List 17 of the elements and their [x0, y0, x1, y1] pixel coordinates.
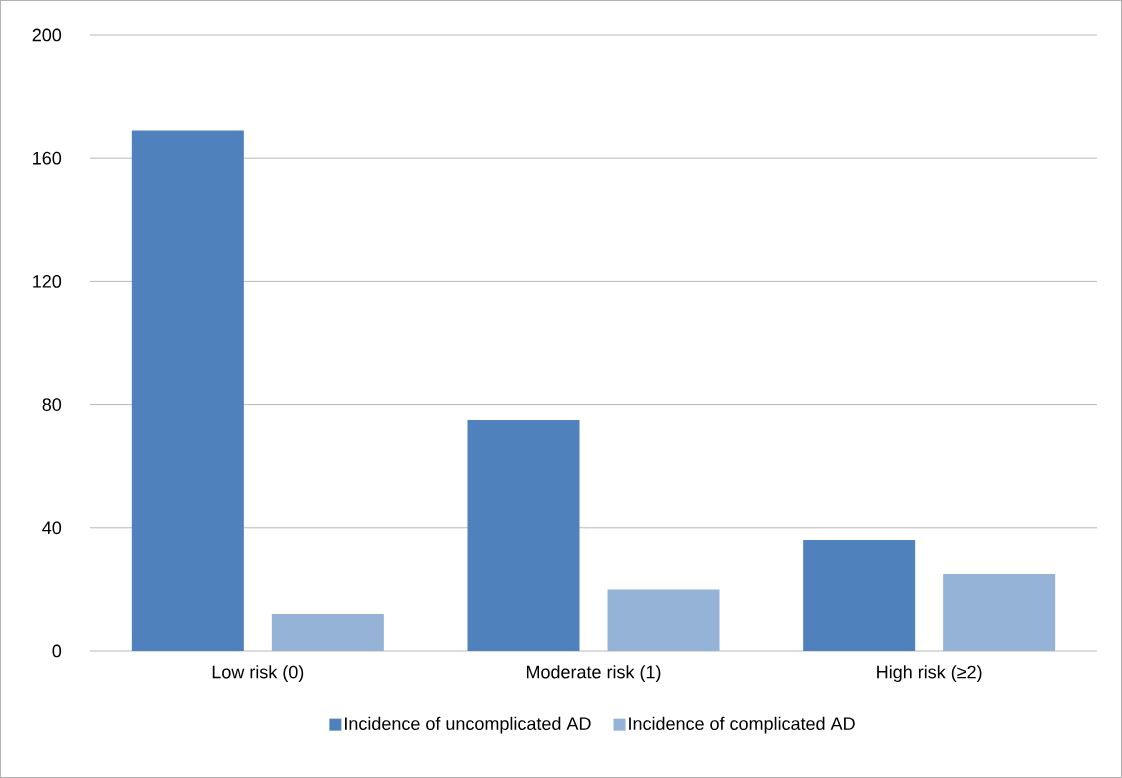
- y-tick-label: 80: [42, 398, 62, 411]
- bar: [607, 589, 720, 651]
- x-tick-label: Moderate risk (1): [526, 665, 661, 682]
- legend-label: Incidence of complicated AD: [629, 716, 855, 734]
- y-tick-label: 120: [33, 275, 62, 288]
- y-tick-label: 160: [33, 151, 62, 165]
- legend-label: Incidence of uncomplicated AD: [345, 716, 591, 734]
- bar: [131, 130, 244, 651]
- bar: [467, 419, 580, 651]
- y-tick-label: 0: [52, 644, 62, 658]
- bar: [271, 614, 384, 651]
- y-tick-label: 40: [42, 521, 62, 535]
- x-tick-label: Low risk (0): [212, 665, 304, 682]
- x-tick-label: High risk (≥2): [877, 665, 982, 682]
- y-tick-label: 200: [32, 28, 62, 42]
- bar: [943, 573, 1056, 651]
- bar: [803, 540, 916, 651]
